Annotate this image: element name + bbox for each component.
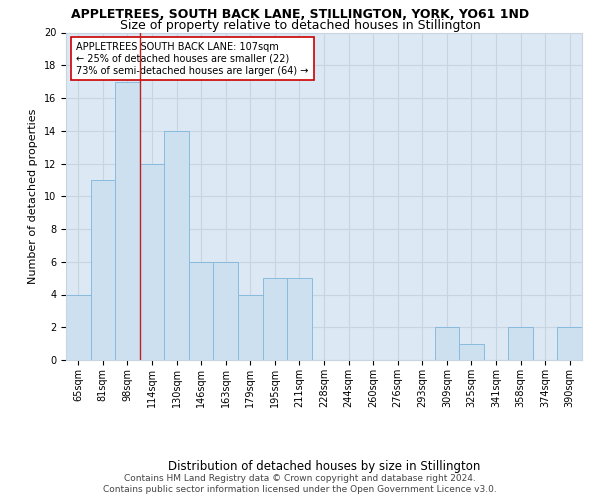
Bar bbox=[557, 327, 582, 360]
Bar bbox=[66, 294, 91, 360]
Bar bbox=[459, 344, 484, 360]
Y-axis label: Number of detached properties: Number of detached properties bbox=[28, 108, 38, 284]
Text: APPLETREES SOUTH BACK LANE: 107sqm
← 25% of detached houses are smaller (22)
73%: APPLETREES SOUTH BACK LANE: 107sqm ← 25%… bbox=[76, 42, 308, 76]
X-axis label: Distribution of detached houses by size in Stillington: Distribution of detached houses by size … bbox=[168, 460, 480, 473]
Text: APPLETREES, SOUTH BACK LANE, STILLINGTON, YORK, YO61 1ND: APPLETREES, SOUTH BACK LANE, STILLINGTON… bbox=[71, 8, 529, 20]
Bar bbox=[91, 180, 115, 360]
Bar bbox=[164, 130, 189, 360]
Bar bbox=[115, 82, 140, 360]
Bar bbox=[140, 164, 164, 360]
Text: Size of property relative to detached houses in Stillington: Size of property relative to detached ho… bbox=[119, 18, 481, 32]
Bar bbox=[508, 327, 533, 360]
Bar bbox=[263, 278, 287, 360]
Bar bbox=[287, 278, 312, 360]
Bar bbox=[434, 327, 459, 360]
Bar bbox=[238, 294, 263, 360]
Bar bbox=[189, 262, 214, 360]
Text: Contains HM Land Registry data © Crown copyright and database right 2024.
Contai: Contains HM Land Registry data © Crown c… bbox=[103, 474, 497, 494]
Bar bbox=[214, 262, 238, 360]
